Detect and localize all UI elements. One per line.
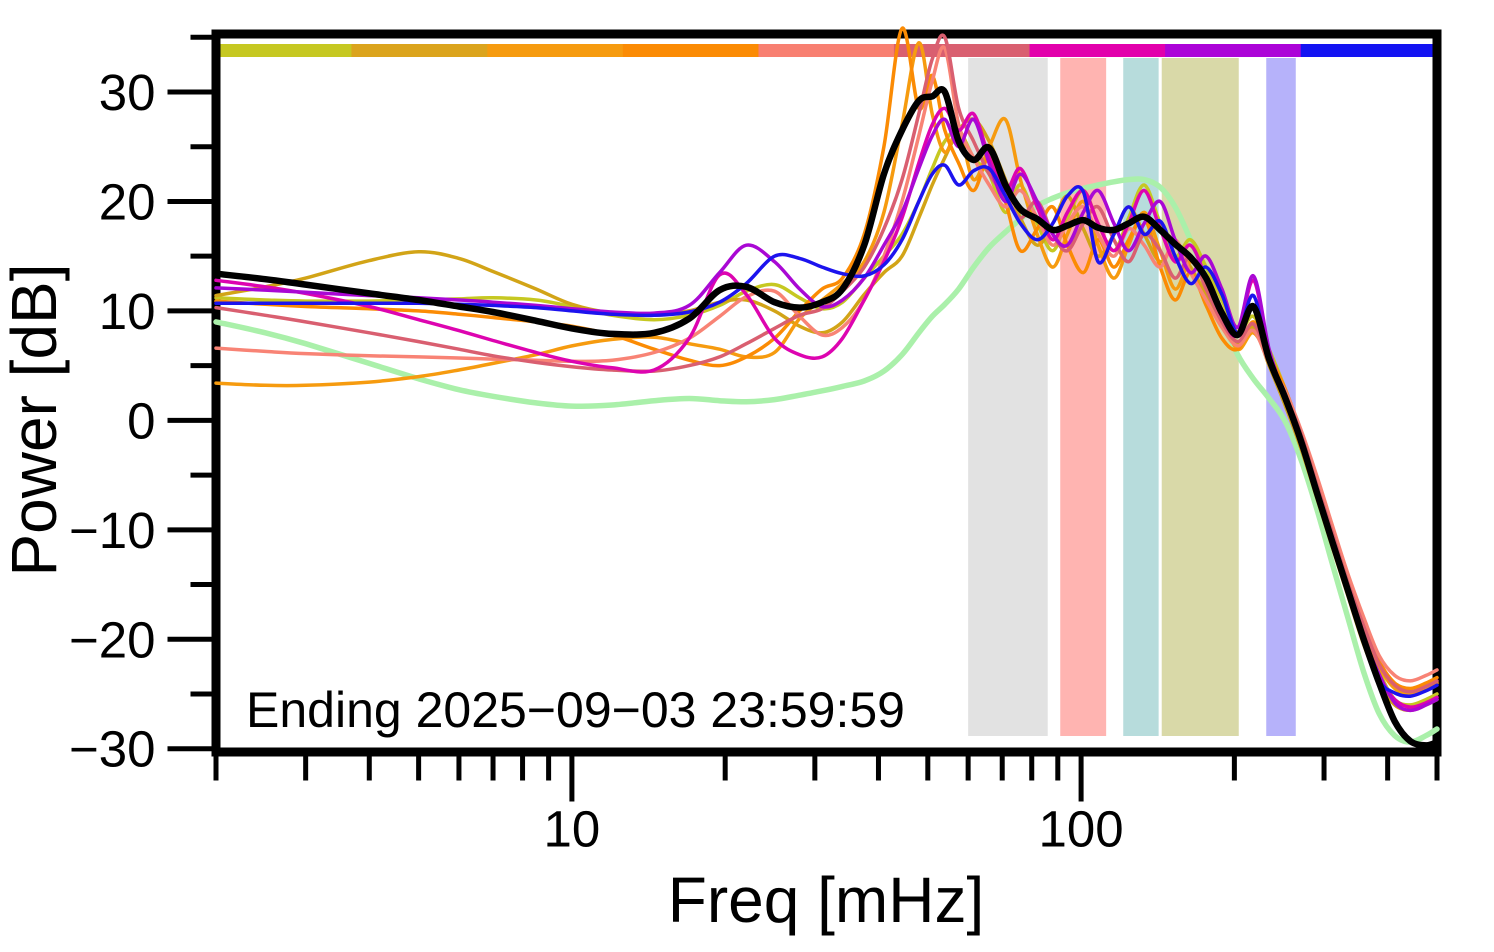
x-tick-label: 10 <box>544 801 601 858</box>
colorbar-segment <box>893 44 1031 57</box>
y-tick-label: 30 <box>99 64 156 121</box>
plot-frame <box>211 29 1442 757</box>
x-axis-title: Freq [mHz] <box>668 864 984 936</box>
series-magenta <box>214 106 1439 709</box>
colorbar-segment <box>1165 44 1302 57</box>
y-tick-label: 20 <box>99 173 156 230</box>
x-axis-ticks <box>213 755 1440 802</box>
series-purple <box>214 117 1439 713</box>
series-palegreen <box>213 176 1440 745</box>
plot-frame-layer <box>211 29 1442 757</box>
series-orange <box>214 41 1439 696</box>
ending-timestamp-annotation: Ending 2025−09−03 23:59:59 <box>246 682 905 738</box>
colorbar-segment <box>487 44 624 57</box>
series-black-mean <box>212 86 1441 749</box>
y-tick-label: −30 <box>69 721 156 778</box>
y-tick-label: −10 <box>69 502 156 559</box>
series-gold <box>214 117 1439 713</box>
series-salmon <box>214 45 1439 683</box>
top-frequency-colorbar <box>216 44 1438 57</box>
x-axis-tick-labels: 10 100 <box>544 801 1124 858</box>
series-darkorange <box>214 26 1439 691</box>
y-axis-ticks <box>167 34 213 752</box>
colorbar-segment <box>622 44 760 57</box>
colorbar-segment <box>1029 44 1167 57</box>
shaded-band <box>1161 58 1239 736</box>
colorbar-segment <box>1300 44 1438 57</box>
shaded-band <box>1123 58 1159 736</box>
y-tick-label: −20 <box>69 611 156 668</box>
y-axis-tick-labels: −30 −20 −10 0 10 20 30 <box>69 64 156 778</box>
x-tick-label: 100 <box>1039 801 1124 858</box>
colorbar-segment <box>216 44 353 57</box>
series-blue <box>214 163 1439 699</box>
y-tick-label: 0 <box>127 392 155 449</box>
series-lines-layer <box>212 26 1441 749</box>
y-tick-label: 10 <box>99 283 156 340</box>
series-rose <box>214 33 1439 694</box>
series-yellowgreen <box>214 128 1439 707</box>
shaded-band <box>1060 58 1107 736</box>
colorbar-segment <box>758 44 895 57</box>
y-axis-title: Power [dB] <box>0 263 70 576</box>
colorbar-segment <box>351 44 489 57</box>
